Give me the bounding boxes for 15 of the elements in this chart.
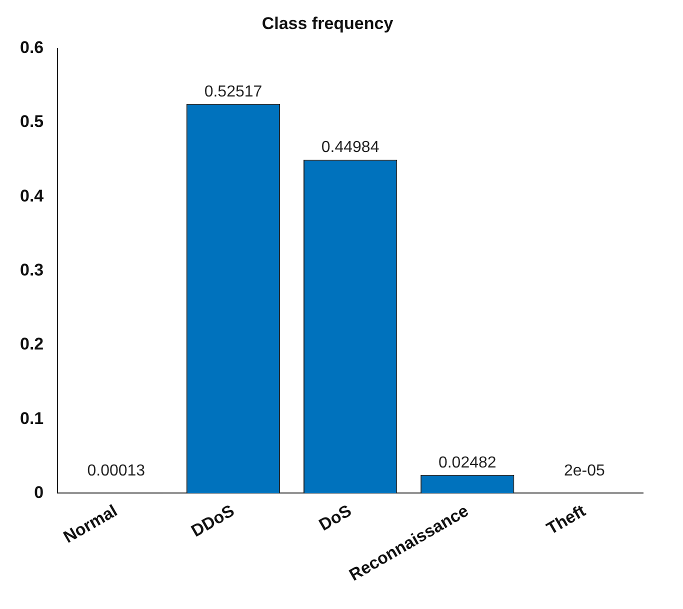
y-tick-label: 0.2 [20,334,44,354]
data-label: 0.52517 [204,83,262,100]
data-label: 2e-05 [564,462,606,480]
data-label: 0.02482 [438,454,496,472]
x-tick-label: Theft [543,500,590,538]
chart-title: Class frequency [262,14,394,33]
y-tick-label: 0.4 [20,186,44,206]
y-tick-label: 0.3 [20,260,44,280]
y-tick-label: 0 [34,482,44,502]
y-tick-label: 0.6 [20,38,44,58]
data-label: 0.00013 [87,462,146,480]
y-tick-label: 0.1 [20,408,44,428]
y-tick-label: 0.5 [20,112,44,132]
x-tick-label: DoS [316,501,355,535]
data-label: 0.44984 [321,139,380,156]
